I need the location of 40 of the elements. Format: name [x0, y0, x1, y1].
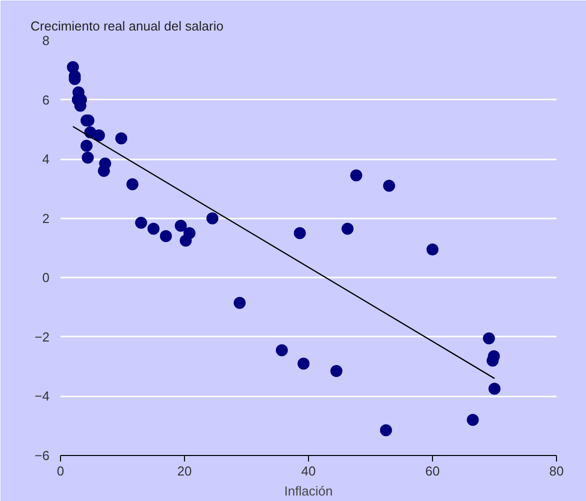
- y-tick-label: 0: [42, 270, 50, 286]
- y-tick-label: 8: [42, 33, 50, 48]
- point: [342, 222, 354, 235]
- point: [80, 140, 93, 152]
- y-tick-label: −6: [34, 448, 50, 463]
- point: [330, 365, 342, 378]
- point: [276, 344, 288, 356]
- point: [148, 222, 160, 235]
- point: [126, 178, 138, 190]
- x-tick-label: 60: [425, 464, 440, 478]
- point: [160, 230, 172, 242]
- y-tick-label: 6: [42, 92, 50, 108]
- x-tick-label: 0: [56, 464, 64, 478]
- y-tick-label: 2: [42, 210, 50, 226]
- point: [82, 152, 94, 164]
- y-tick-label: −4: [34, 388, 50, 404]
- x-tick-label: 80: [549, 464, 564, 478]
- point: [482, 332, 495, 344]
- point: [294, 227, 306, 240]
- point: [350, 169, 362, 182]
- point: [174, 220, 187, 232]
- x-axis-title: Inflación: [284, 484, 333, 498]
- point: [488, 382, 500, 395]
- x-tick-label: 40: [301, 464, 316, 478]
- point: [92, 129, 105, 142]
- point: [183, 227, 196, 240]
- point: [426, 243, 438, 256]
- x-tick-label: 20: [177, 464, 192, 478]
- point: [98, 164, 110, 177]
- y-axis-title: Crecimiento real anual del salario: [30, 18, 224, 34]
- point: [298, 358, 310, 370]
- point: [380, 424, 392, 436]
- point: [383, 180, 396, 192]
- point: [115, 132, 128, 144]
- y-tick-label: 4: [42, 152, 50, 167]
- y-tick-label: −2: [34, 329, 50, 344]
- point: [206, 212, 218, 224]
- point: [234, 296, 246, 309]
- point: [135, 216, 148, 229]
- point: [466, 414, 479, 426]
